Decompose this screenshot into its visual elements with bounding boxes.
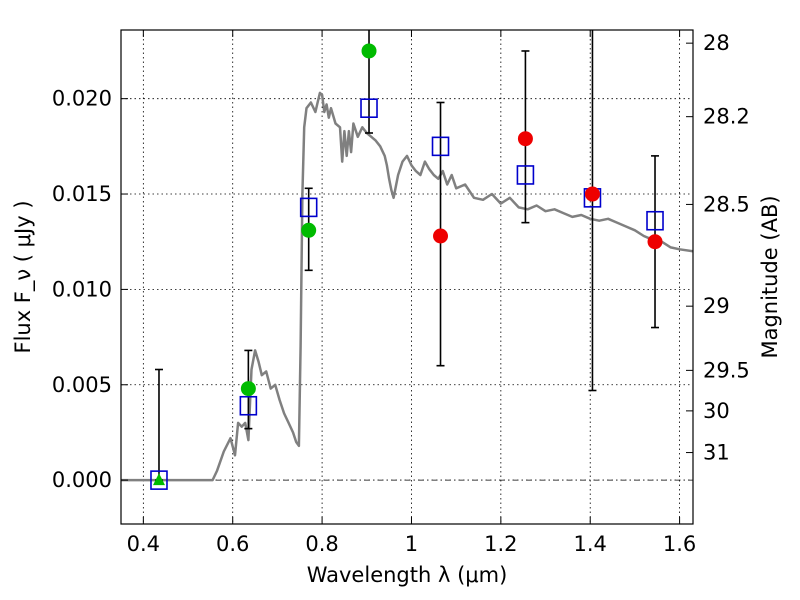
y2-tick-label: 30 xyxy=(703,399,730,423)
y2-axis-label: Magnitude (AB) xyxy=(758,195,782,358)
x-tick-label: 1.4 xyxy=(574,532,607,556)
y2-tick-label: 28 xyxy=(703,31,730,55)
photometry-point xyxy=(647,234,663,250)
photometry-point xyxy=(517,131,533,147)
y-axis-label: Flux F_ν ( μJy ) xyxy=(11,200,36,353)
spectrum-line xyxy=(121,91,693,482)
x-tick-label: 1.6 xyxy=(663,532,696,556)
y2-tick-label: 31 xyxy=(703,441,730,465)
x-tick-label: 1 xyxy=(405,532,418,556)
x-tick-label: 0.4 xyxy=(127,532,160,556)
photometry-point xyxy=(433,228,449,244)
photometry-square xyxy=(150,470,168,490)
y-tick-label: 0.000 xyxy=(52,468,112,492)
photometry-square xyxy=(516,165,535,185)
plot-area xyxy=(121,30,693,524)
y-tick-label: 0.015 xyxy=(52,182,112,206)
photometry-square xyxy=(239,395,258,416)
y-tick-label: 0.020 xyxy=(52,87,112,111)
y-tick-label: 0.010 xyxy=(52,277,112,301)
y2-tick-label: 28.2 xyxy=(703,105,750,129)
photometry-point xyxy=(240,381,256,397)
y2-tick-label: 29.5 xyxy=(703,358,750,382)
axis-ticks: 0.4 0.6 0.8 1 1.2 1.4 1.6 0.000 0.005 0.010 0.015 0… xyxy=(52,30,750,556)
plot-frame xyxy=(120,29,694,525)
photometry-point xyxy=(301,222,317,238)
photometry-square xyxy=(360,98,378,119)
photometry-square xyxy=(646,210,664,231)
upper-limit-triangle xyxy=(152,473,165,486)
y2-tick-label: 29 xyxy=(703,294,730,318)
x-tick-label: 1.2 xyxy=(484,532,517,556)
photometry-point xyxy=(584,186,600,202)
x-tick-label: 0.8 xyxy=(305,532,338,556)
photometry-square xyxy=(431,136,450,157)
photometry-square xyxy=(299,197,318,218)
x-axis-label: Wavelength λ (μm) xyxy=(307,563,508,587)
y2-tick-label: 28.5 xyxy=(703,192,750,216)
y-tick-label: 0.005 xyxy=(52,373,112,397)
x-tick-label: 0.6 xyxy=(216,532,249,556)
model-spectrum xyxy=(121,91,693,482)
data-markers xyxy=(150,43,664,490)
photometry-point xyxy=(361,43,377,59)
